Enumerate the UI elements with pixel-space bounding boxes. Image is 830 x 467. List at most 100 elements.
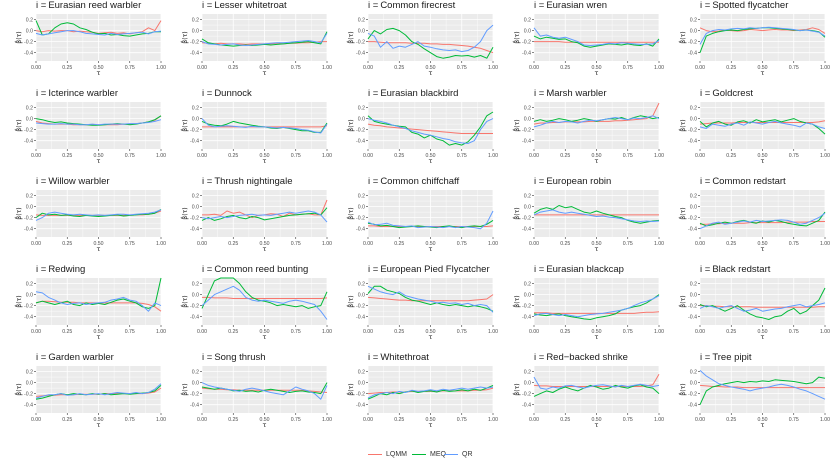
series-line-meq — [533, 205, 660, 224]
legend-item-lqmm: LQMM — [368, 451, 407, 458]
legend-label-lqmm: LQMM — [386, 451, 407, 458]
series-line-meq — [201, 207, 328, 221]
x-tick-label: 0.00 — [363, 417, 373, 423]
x-tick-label: 0.00 — [363, 65, 373, 71]
panel-plot: -0.4 -0.2 0.0 0.2 0.00 0.25 0.50 0.75 1.00 τ β̂(τ) — [680, 278, 830, 341]
series-line-meq — [35, 20, 161, 37]
series-line-qr — [35, 291, 162, 312]
x-tick-label: 0.25 — [394, 241, 404, 247]
y-tick-label: 0.2 — [192, 282, 199, 288]
series-line-qr — [201, 118, 328, 134]
panel-plot: -0.4 -0.2 0.0 0.2 0.00 0.25 0.50 0.75 1.00 τ β̂(τ) — [348, 14, 498, 77]
y-tick-label: 0.0 — [192, 381, 199, 387]
legend-swatch-qr — [444, 454, 458, 455]
series-line-lqmm — [202, 296, 328, 299]
x-tick-label: 0.75 — [789, 65, 799, 71]
y-tick-label: 0.0 — [26, 205, 33, 211]
panel-title-prefix: i = — [368, 352, 379, 363]
x-tick-label: 0.50 — [259, 417, 269, 423]
x-tick-label: 0.25 — [62, 241, 72, 247]
y-tick-label: -0.4 — [522, 227, 531, 233]
series-line-qr — [201, 382, 328, 400]
y-tick-label: -0.4 — [190, 51, 199, 57]
x-tick-label: 0.75 — [789, 417, 799, 423]
x-tick-label: 0.25 — [62, 153, 72, 159]
series-line-meq — [699, 376, 826, 405]
x-tick-label: 0.75 — [457, 241, 467, 247]
panel-title-name: Black redstart — [712, 264, 771, 275]
panel-title-prefix: i = — [534, 352, 545, 363]
y-tick-label: -0.2 — [688, 392, 697, 398]
panel-title: i = Common chiffchaff — [368, 176, 459, 187]
x-tick-label: 0.00 — [529, 153, 539, 159]
facet-panel: i = Common redstart -0.4 -0.2 0.0 0.2 0.00 0.25… — [664, 176, 830, 264]
panel-plot: -0.4 -0.2 0.0 0.2 0.00 0.25 0.50 0.75 1.00 τ β̂(τ) — [348, 190, 498, 253]
x-tick-label: 0.75 — [125, 65, 135, 71]
panel-title: i = European robin — [534, 176, 611, 187]
x-tick-label: 0.50 — [425, 241, 435, 247]
y-tick-label: 0.2 — [192, 18, 199, 24]
panel-title-name: Common chiffchaff — [380, 176, 460, 187]
facet-grid: i = Eurasian reed warbler -0.4 -0.2 0.0 0.2 0.… — [16, 0, 830, 429]
y-tick-label: -0.4 — [522, 51, 531, 57]
panel-title-prefix: i = — [534, 0, 545, 11]
x-tick-label: 0.25 — [394, 417, 404, 423]
x-tick-label: 0.50 — [757, 65, 767, 71]
panel-title-prefix: i = — [368, 264, 379, 275]
x-tick-label: 0.00 — [197, 241, 207, 247]
y-axis-label: β̂(τ) — [514, 295, 521, 307]
series-line-qr — [35, 383, 162, 399]
y-axis-label: β̂(τ) — [348, 207, 355, 219]
series-line-qr — [699, 120, 826, 129]
x-tick-label: 0.25 — [560, 241, 570, 247]
x-tick-label: 1.00 — [156, 241, 166, 247]
legend-item-meq: MEQ — [412, 451, 446, 458]
x-axis-label: τ — [429, 421, 433, 429]
y-tick-label: -0.2 — [356, 392, 365, 398]
x-tick-label: 0.75 — [789, 153, 799, 159]
series-line-qr — [367, 210, 494, 230]
y-tick-label: 0.0 — [26, 117, 33, 123]
x-tick-label: 0.75 — [125, 153, 135, 159]
y-axis-label: β̂(τ) — [182, 119, 189, 131]
series-line-qr — [533, 295, 660, 318]
panel-title-prefix: i = — [534, 88, 545, 99]
panel-title-name: Whitethroat — [380, 352, 429, 363]
series-line-lqmm — [368, 41, 494, 54]
x-axis-label: τ — [595, 421, 599, 429]
x-tick-label: 1.00 — [654, 241, 664, 247]
panel-title: i = Eurasian wren — [534, 0, 607, 11]
x-axis-label: τ — [97, 157, 101, 165]
x-tick-label: 0.50 — [259, 329, 269, 335]
x-axis-label: τ — [97, 421, 101, 429]
panel-title: i = Common reed bunting — [202, 264, 308, 275]
y-tick-label: -0.4 — [522, 403, 531, 409]
x-tick-label: 0.25 — [560, 417, 570, 423]
y-tick-label: -0.2 — [522, 128, 531, 134]
y-axis-label: β̂(τ) — [514, 119, 521, 131]
y-axis-label: β̂(τ) — [680, 31, 687, 43]
x-tick-label: 0.25 — [726, 329, 736, 335]
series-line-qr — [699, 26, 826, 45]
x-tick-label: 0.50 — [591, 417, 601, 423]
facet-panel: i = European Pied Flycatcher -0.4 -0.2 0.0 0.… — [332, 264, 498, 352]
panel-title: i = Redwing — [36, 264, 85, 275]
y-axis-label: β̂(τ) — [16, 119, 23, 131]
y-tick-label: 0.2 — [524, 18, 531, 24]
x-tick-label: 0.75 — [125, 329, 135, 335]
y-tick-label: -0.4 — [24, 315, 33, 321]
y-tick-label: 0.0 — [358, 293, 365, 299]
y-tick-label: -0.4 — [190, 139, 199, 145]
facet-panel: i = Common firecrest -0.4 -0.2 0.0 0.2 0.00 0.2… — [332, 0, 498, 88]
series-line-qr — [533, 27, 660, 46]
y-tick-label: 0.2 — [26, 282, 33, 288]
x-tick-label: 0.25 — [62, 65, 72, 71]
series-line-qr — [367, 386, 494, 399]
y-tick-label: -0.4 — [190, 403, 199, 409]
panel-title: i = Marsh warbler — [534, 88, 607, 99]
y-tick-label: -0.4 — [688, 51, 697, 57]
x-tick-label: 1.00 — [322, 329, 332, 335]
facet-panel: i = Dunnock -0.4 -0.2 0.0 0.2 0.00 0.25 0.50 0.75… — [166, 88, 332, 176]
panel-title: i = Willow warbler — [36, 176, 110, 187]
y-tick-label: 0.0 — [690, 29, 697, 35]
